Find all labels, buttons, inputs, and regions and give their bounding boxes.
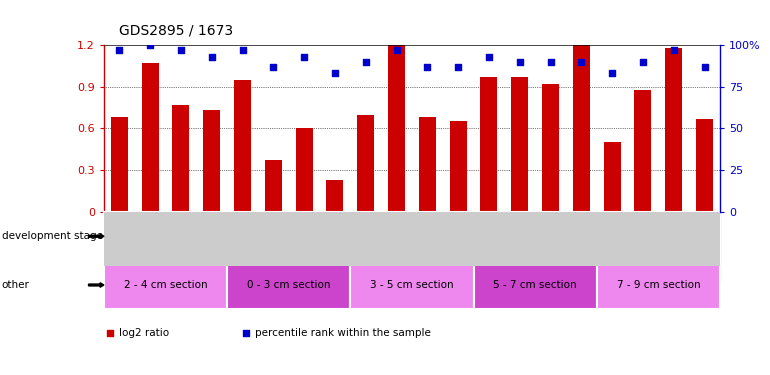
Point — [239, 330, 252, 336]
Text: other: other — [2, 280, 29, 290]
Point — [421, 64, 434, 70]
Text: 10 cm stem: 10 cm stem — [440, 231, 507, 241]
Point — [267, 64, 280, 70]
Text: percentile rank within the sample: percentile rank within the sample — [255, 328, 430, 338]
Bar — [450, 122, 467, 212]
Point — [606, 70, 618, 76]
Bar — [419, 117, 436, 212]
Bar — [142, 63, 159, 212]
Bar — [665, 48, 682, 212]
Point — [544, 58, 557, 64]
Point — [298, 54, 310, 60]
Bar — [227, 261, 350, 309]
Bar — [357, 114, 374, 212]
Bar — [573, 45, 590, 212]
Point — [360, 58, 372, 64]
Bar — [203, 110, 220, 212]
Bar — [227, 212, 720, 261]
Text: 3 - 5 cm section: 3 - 5 cm section — [370, 280, 454, 290]
Text: log2 ratio: log2 ratio — [119, 328, 169, 338]
Point — [452, 64, 464, 70]
Point — [483, 54, 495, 60]
Text: GDS2895 / 1673: GDS2895 / 1673 — [119, 24, 233, 38]
Point — [668, 47, 680, 53]
Bar — [480, 77, 497, 212]
Text: development stage: development stage — [2, 231, 102, 241]
Point — [206, 54, 218, 60]
Bar — [104, 261, 227, 309]
Point — [390, 47, 403, 53]
Bar — [696, 119, 713, 212]
Point — [236, 47, 249, 53]
Bar — [326, 180, 343, 212]
Point — [144, 42, 156, 48]
Text: 2 - 4 cm section: 2 - 4 cm section — [124, 280, 207, 290]
Point — [175, 47, 187, 53]
Bar — [104, 212, 227, 261]
Text: 7 - 9 cm section: 7 - 9 cm section — [617, 280, 700, 290]
Point — [329, 70, 341, 76]
Point — [104, 330, 116, 336]
Bar — [265, 160, 282, 212]
Bar — [511, 77, 528, 212]
Point — [113, 47, 126, 53]
Bar — [234, 80, 251, 212]
Bar — [634, 90, 651, 212]
Bar — [474, 261, 597, 309]
Bar — [542, 84, 559, 212]
Point — [514, 58, 526, 64]
Bar — [604, 142, 621, 212]
Bar — [172, 105, 189, 212]
Text: 0 - 3 cm section: 0 - 3 cm section — [247, 280, 330, 290]
Bar — [388, 45, 405, 212]
Text: 5 - 7 cm section: 5 - 7 cm section — [494, 280, 577, 290]
Point — [698, 64, 711, 70]
Point — [637, 58, 649, 64]
Text: 5 cm stem: 5 cm stem — [136, 231, 195, 241]
Bar — [350, 261, 474, 309]
Bar — [104, 212, 720, 281]
Bar — [111, 117, 128, 212]
Point — [575, 58, 588, 64]
Bar — [296, 128, 313, 212]
Bar — [597, 261, 720, 309]
